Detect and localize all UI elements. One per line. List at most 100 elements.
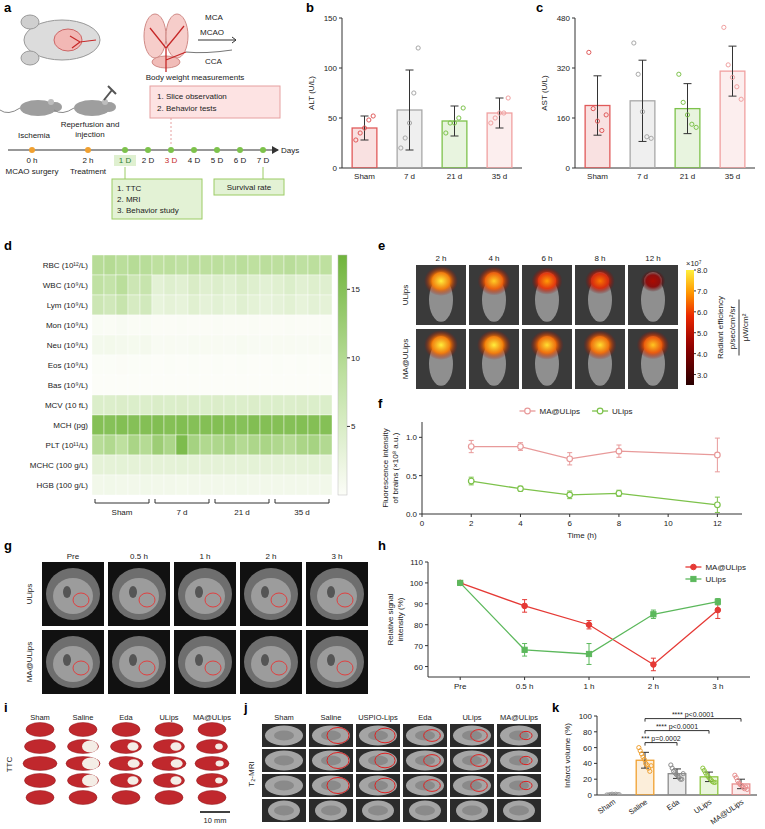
label: 7 d xyxy=(176,508,187,517)
data-point xyxy=(681,772,685,776)
heatmap-cell xyxy=(164,395,176,415)
bar xyxy=(668,774,686,795)
image-frame xyxy=(262,774,306,797)
label: Survival rate xyxy=(227,183,272,192)
label: 12 h xyxy=(645,254,661,263)
brain xyxy=(53,646,93,682)
heatmap-cell xyxy=(308,395,320,415)
heatmap-cell xyxy=(104,415,116,435)
panel-letter: g xyxy=(4,538,12,553)
label: 0 xyxy=(333,164,338,173)
error-bar xyxy=(518,443,523,451)
heatmap-cell xyxy=(320,355,332,375)
label: 6.0 xyxy=(697,308,707,317)
marker xyxy=(691,564,697,570)
heatmap-cell xyxy=(104,255,116,275)
error-bar xyxy=(567,491,572,499)
heatmap-cell xyxy=(272,475,284,495)
heatmap-cell xyxy=(116,255,128,275)
colorbar-tick xyxy=(347,289,350,290)
label: HGB (100 g/L) xyxy=(36,481,88,490)
error-bar xyxy=(496,98,504,128)
y-axis xyxy=(575,18,576,168)
figure: aMCAMCAOCCA0 hMCAO surgeryIschemia2 hTre… xyxy=(0,0,765,829)
label: 100 xyxy=(410,579,424,588)
heatmap-cell xyxy=(128,475,140,495)
infarct-outline xyxy=(471,755,488,767)
brain-inner xyxy=(368,806,388,816)
image-frame xyxy=(575,265,625,325)
heatmap-cell xyxy=(152,435,164,455)
label: p/sec/cm²/sr xyxy=(728,305,737,349)
heatmap-cell xyxy=(248,375,260,395)
heatmap-cell xyxy=(308,475,320,495)
heatmap-cell xyxy=(128,255,140,275)
region-outline xyxy=(337,661,353,675)
marker xyxy=(715,607,721,613)
label: PLT (10¹¹/L) xyxy=(46,441,89,450)
plot-area xyxy=(585,25,745,168)
text-line: injection xyxy=(75,130,104,139)
label: Time (h) xyxy=(567,531,597,540)
heatmap-cell xyxy=(92,315,104,335)
heatmap-cell xyxy=(272,295,284,315)
label: 12 xyxy=(713,519,722,528)
image-frame xyxy=(497,749,541,772)
label: Saline xyxy=(73,713,94,722)
infarct-outline xyxy=(327,778,349,794)
y-tick xyxy=(594,763,597,764)
fluorescence xyxy=(477,330,511,360)
error-bar xyxy=(587,621,592,629)
brain-inner xyxy=(509,806,529,816)
heatmap-cell xyxy=(128,395,140,415)
infarct xyxy=(127,776,138,785)
data-point xyxy=(617,793,621,795)
brain-slice xyxy=(25,774,56,788)
legend-label: ULips xyxy=(612,407,632,416)
heatmap-cell xyxy=(284,315,296,335)
y-axis xyxy=(428,562,429,677)
plot-area xyxy=(352,46,512,168)
event-dot xyxy=(29,147,35,153)
brain-slice xyxy=(409,801,441,821)
heatmap-cell xyxy=(260,375,272,395)
brain-slice xyxy=(265,776,303,796)
label: 0 h xyxy=(26,156,37,165)
heatmap-cell xyxy=(116,375,128,395)
group-bracket xyxy=(155,499,209,503)
label: Eda xyxy=(119,713,133,722)
data-point xyxy=(690,122,694,126)
label: 0 xyxy=(420,519,425,528)
heatmap-cell xyxy=(140,455,152,475)
heatmap-cell xyxy=(212,355,224,375)
image-frame xyxy=(262,799,306,822)
illustration xyxy=(0,14,236,116)
y-axis xyxy=(342,18,343,168)
y-tick xyxy=(419,475,422,476)
heatmap-cell xyxy=(284,395,296,415)
heatmap-cell xyxy=(212,435,224,455)
heatmap-cell xyxy=(296,475,308,495)
data-point xyxy=(362,126,366,130)
data-point xyxy=(358,131,362,135)
heatmap-cell xyxy=(200,475,212,495)
heatmap-cell xyxy=(92,295,104,315)
data-point xyxy=(648,769,652,773)
task-box xyxy=(112,179,202,219)
heatmap-cell xyxy=(320,315,332,335)
heatmap-cell xyxy=(308,355,320,375)
label: 0.5 xyxy=(406,472,418,481)
panel-letter: f xyxy=(378,396,383,411)
legend-label: MA@ULips xyxy=(705,563,746,572)
infarct-outline xyxy=(520,781,532,789)
y-tick xyxy=(419,437,422,438)
data-point xyxy=(371,114,375,118)
label: Sham xyxy=(112,508,133,517)
heatmap-cell xyxy=(296,415,308,435)
heatmap-cell xyxy=(128,275,140,295)
day-dot xyxy=(214,147,220,153)
data-point xyxy=(649,764,653,768)
data-point xyxy=(677,72,681,76)
bar xyxy=(636,760,654,795)
heatmap-cell xyxy=(224,395,236,415)
